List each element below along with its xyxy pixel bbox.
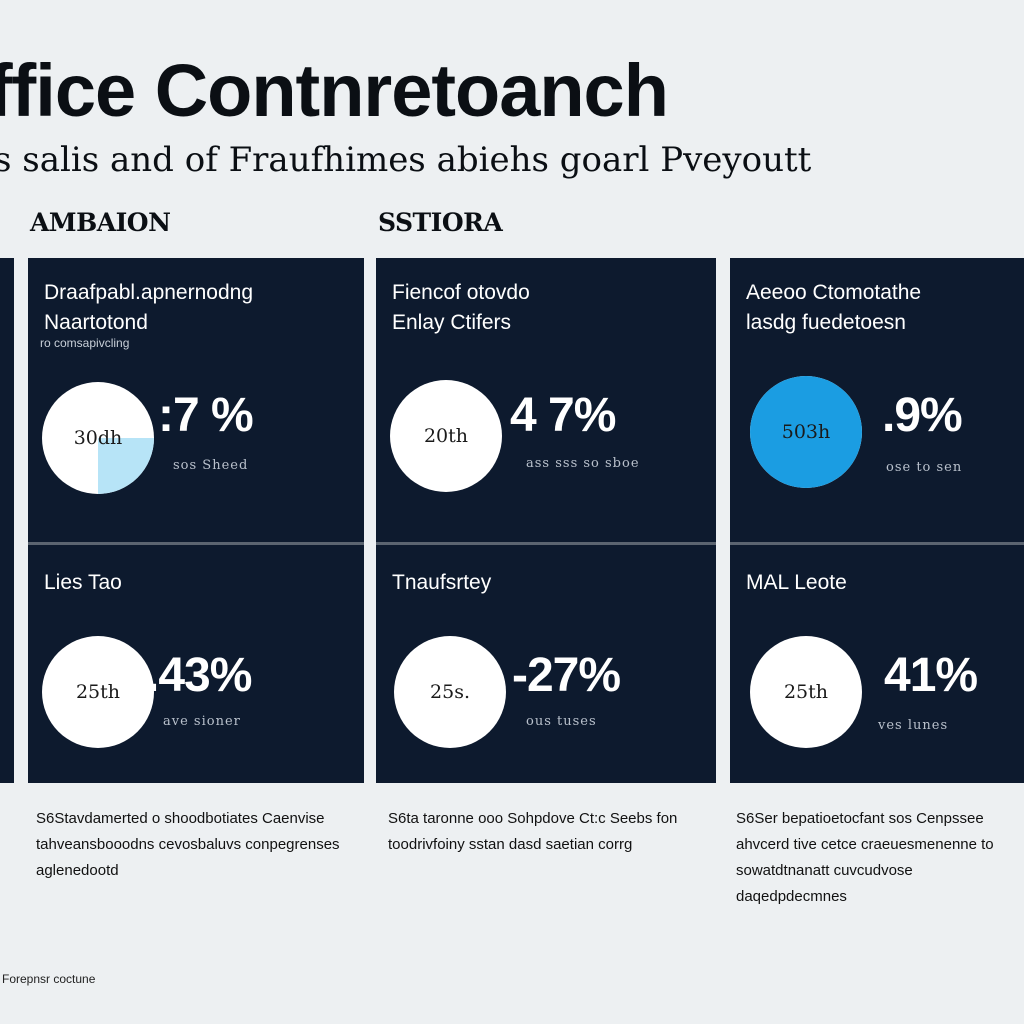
column-footnote-2: S6ta taronne ooo Sohpdove Ct:c Seebs fon… [388, 810, 678, 853]
gauge-label: 25th [783, 681, 829, 703]
gauge-label: 30dh [73, 427, 123, 449]
section-label-2: SSTIORA [378, 208, 503, 237]
gauge-circle: 503h [748, 374, 864, 490]
column-footnote-1: S6Stavdamerted o shoodbotiates Caenvise … [36, 810, 340, 879]
metric-panel: Draafpabl.apnernodng Naartotond ro comsa… [28, 258, 364, 528]
page-title: ffice Contnretoanch [0, 49, 669, 132]
gauge-label: 25th [75, 681, 121, 703]
gauge-disk [394, 636, 506, 748]
column-divider [730, 542, 1024, 545]
metric-value: .43% [146, 649, 252, 702]
metric-panel: Lies Tao 25th .43% ave sioner [28, 548, 364, 818]
gauge-label: 503h [781, 421, 831, 443]
panel-title: Tnaufsrtey [392, 571, 492, 594]
gauge-fill [750, 376, 862, 488]
gauge-disk [390, 380, 502, 492]
gauge-disk [750, 636, 862, 748]
metric-caption: ose to sen [886, 460, 963, 475]
gauge-label: 25s. [430, 681, 470, 703]
section-label-1: AMBAION [30, 208, 171, 237]
gauge-label: 20th [423, 425, 469, 447]
metric-caption: ass sss so sboe [526, 456, 640, 471]
panel-title: Draafpabl.apnernodng Naartotond [44, 281, 253, 334]
metric-panel: Tnaufsrtey 25s. -27% ous tuses [376, 548, 716, 818]
page-subtitle: s salis and of Fraufhimes abiehs goarl P… [0, 140, 812, 180]
panel-title: Lies Tao [44, 571, 122, 594]
column-divider [28, 542, 364, 545]
column-divider [376, 542, 716, 545]
column-edge [0, 258, 14, 783]
gauge-circle: 25th [40, 634, 156, 750]
gauge-disk [42, 636, 154, 748]
metric-value: 41% [884, 649, 978, 702]
panel-title: MAL Leote [746, 571, 847, 594]
panel-note: ro comsapivcling [40, 336, 130, 350]
column-footnote-3: S6Ser bepatioetocfant sos Cenpssee ahvce… [736, 810, 994, 905]
metric-value: .9% [882, 389, 963, 442]
metric-value: -27% [512, 649, 621, 702]
metric-column-1: Draafpabl.apnernodng Naartotond ro comsa… [28, 258, 364, 783]
metric-value: 4 7% [510, 389, 616, 442]
panel-title: Fiencof otovdo Enlay Ctifers [392, 281, 530, 334]
gauge-circle: 30dh [40, 380, 156, 496]
metric-caption: ous tuses [526, 714, 597, 729]
gauge-circle: 20th [388, 378, 504, 494]
metric-column-2: Fiencof otovdo Enlay Ctifers 20th 4 7% a… [376, 258, 716, 783]
metric-panel: Fiencof otovdo Enlay Ctifers 20th 4 7% a… [376, 258, 716, 528]
metric-value: :7 % [158, 389, 254, 442]
metric-panel: Aeeoo Ctomotathe lasdg fuedetoesn 503h .… [730, 258, 1024, 528]
gauge-circle: 25th [748, 634, 864, 750]
metric-panel: MAL Leote 25th 41% ves lunes [730, 548, 1024, 818]
metric-caption: sos Sheed [173, 458, 249, 473]
gauge-fill [98, 438, 154, 494]
gauge-circle: 25s. [392, 634, 508, 750]
metric-column-3: Aeeoo Ctomotathe lasdg fuedetoesn 503h .… [730, 258, 1024, 783]
panel-title: Aeeoo Ctomotathe lasdg fuedetoesn [746, 281, 922, 334]
metric-caption: ves lunes [878, 718, 949, 733]
metric-caption: ave sioner [163, 714, 241, 729]
source-note: Forepnsr coctune [2, 972, 96, 986]
